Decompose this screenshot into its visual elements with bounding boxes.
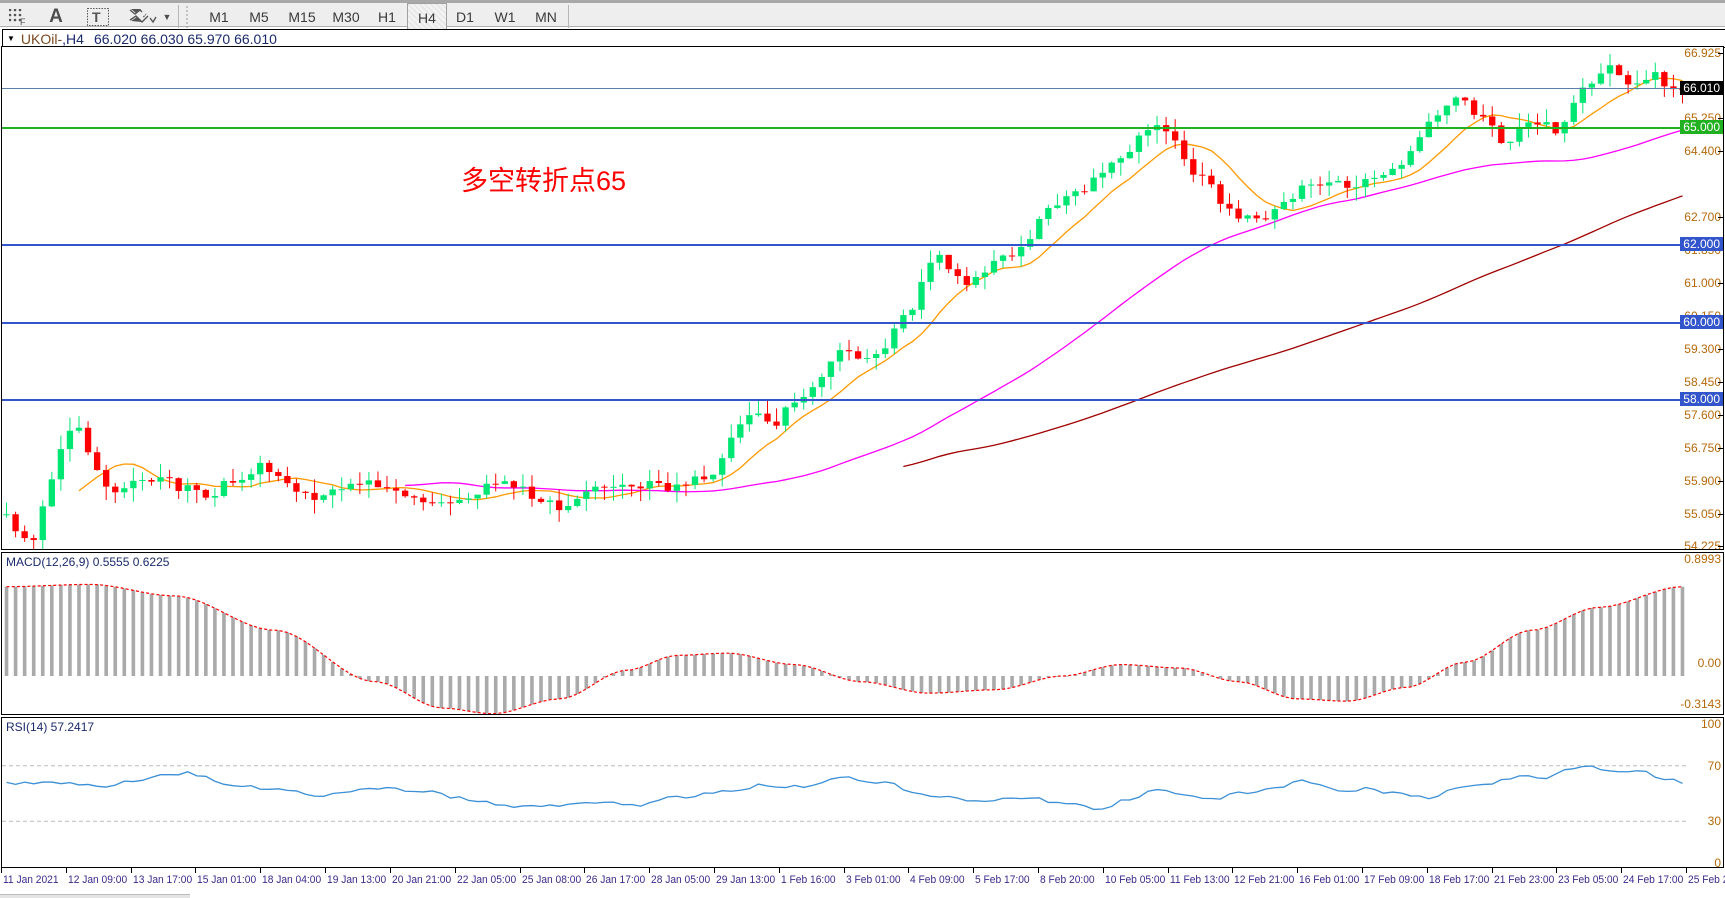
svg-text:T: T	[92, 9, 101, 25]
svg-text:✓: ✓	[142, 13, 148, 20]
svg-text:F: F	[20, 17, 26, 25]
